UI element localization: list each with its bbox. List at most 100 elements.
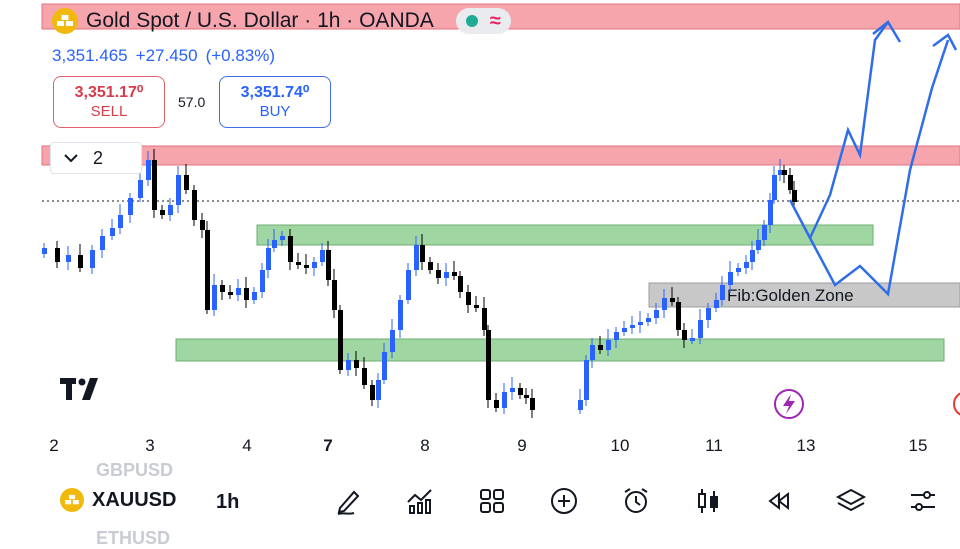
candle-body <box>436 270 441 278</box>
candle-body <box>788 175 793 190</box>
candle-body <box>55 248 60 262</box>
candle-body <box>578 400 583 410</box>
candle-body <box>630 325 635 328</box>
candle-body <box>346 360 351 370</box>
candle-body <box>706 308 711 320</box>
candle-body <box>280 236 285 240</box>
candle-body <box>192 190 197 220</box>
candle-body <box>184 175 189 190</box>
candle-body <box>414 245 419 270</box>
candle-body <box>220 285 225 292</box>
candle-body <box>236 288 241 295</box>
candle-body <box>736 268 741 272</box>
gold-bars-icon <box>52 8 78 34</box>
support-zone-upper[interactable] <box>256 224 874 246</box>
candle-body <box>792 190 797 202</box>
tradingview-logo-icon <box>60 378 104 405</box>
candle-body <box>676 302 681 330</box>
date-tick: 4 <box>242 436 252 455</box>
candle-body <box>744 262 749 268</box>
layers-icon[interactable] <box>834 484 868 518</box>
candle-body <box>168 205 173 215</box>
symbol-title[interactable]: Gold Spot / U.S. Dollar · 1h · OANDA <box>86 9 434 32</box>
grid-icon[interactable] <box>475 484 509 518</box>
candle-body <box>782 170 787 175</box>
interval-selector[interactable]: 1h <box>216 491 240 513</box>
candle-body <box>486 330 491 400</box>
price-chart[interactable]: Fib:Golden Zone <box>0 0 960 470</box>
candle-body <box>228 292 233 295</box>
candlestick-series <box>42 149 797 418</box>
price-summary: 3,351.465 +27.450 (+0.83%) <box>52 46 275 66</box>
buy-price: 3,351.74⁰ <box>240 84 310 101</box>
bottom-toolbar: GBPUSD ETHUSD XAUUSD 1h <box>0 460 960 548</box>
candle-body <box>266 248 271 270</box>
candle-body <box>662 298 667 310</box>
candle-body <box>638 322 643 325</box>
candle-body <box>244 288 249 300</box>
candle-body <box>762 225 767 240</box>
date-tick: 13 <box>796 436 816 455</box>
candle-body <box>390 330 395 352</box>
arrow-head-2 <box>932 33 958 51</box>
candle-body <box>690 338 695 341</box>
edge-alert-icon[interactable] <box>952 390 960 423</box>
alarm-clock-icon[interactable] <box>619 484 653 518</box>
candle-body <box>768 200 773 225</box>
indicator-count: 2 <box>93 147 104 168</box>
indicator-chart-icon[interactable] <box>403 484 437 518</box>
candle-body <box>614 332 619 340</box>
date-tick: 8 <box>420 436 430 455</box>
candle-body <box>444 272 449 278</box>
candle-body <box>698 320 703 338</box>
spread-value: 57.0 <box>178 94 206 110</box>
candle-body <box>205 230 210 310</box>
candle-body <box>326 250 331 280</box>
projection-path-long <box>808 21 890 239</box>
projection-path-short <box>788 39 950 297</box>
candle-body <box>428 262 433 270</box>
candle-body <box>212 285 217 310</box>
candle-body <box>502 392 507 408</box>
symbol-ghost-below: ETHUSD <box>96 528 171 548</box>
candle-body <box>474 305 479 308</box>
buy-button[interactable]: 3,351.74⁰ BUY <box>219 76 331 128</box>
candle-body <box>312 262 317 268</box>
candle-body <box>354 360 359 368</box>
settings-sliders-icon[interactable] <box>906 484 940 518</box>
symbol-selector[interactable]: XAUUSD <box>60 488 176 512</box>
candle-body <box>398 300 403 330</box>
candle-body <box>482 308 487 330</box>
fib-golden-zone[interactable] <box>648 282 960 308</box>
pencil-icon[interactable] <box>332 484 366 518</box>
date-tick: 11 <box>705 436 723 455</box>
date-tick: 3 <box>145 436 155 455</box>
indicators-toggle[interactable]: 2 <box>50 142 142 174</box>
candles-icon[interactable] <box>691 484 725 518</box>
candle-body <box>100 236 105 250</box>
candle-body <box>296 262 301 265</box>
support-zone-lower[interactable] <box>175 338 945 362</box>
date-tick: 2 <box>49 436 59 455</box>
candle-body <box>160 210 165 215</box>
candle-body <box>200 220 205 230</box>
candle-body <box>622 328 627 332</box>
candle-body <box>510 388 515 392</box>
market-status-pill[interactable]: ≈ <box>455 8 511 34</box>
candle-body <box>518 388 523 395</box>
chevron-down-icon <box>64 154 78 163</box>
candle-body <box>420 245 425 262</box>
lightning-alert-icon[interactable] <box>773 388 805 425</box>
candle-body <box>584 360 589 400</box>
plus-circle-icon[interactable] <box>547 484 581 518</box>
rewind-icon[interactable] <box>762 484 796 518</box>
candle-body <box>176 175 181 205</box>
sell-label: SELL <box>90 103 128 120</box>
candle-body <box>778 170 783 175</box>
date-tick: 10 <box>610 436 630 455</box>
candle-body <box>458 276 463 292</box>
sell-button[interactable]: 3,351.17⁰ SELL <box>53 76 165 128</box>
candle-body <box>146 160 151 180</box>
resistance-zone[interactable] <box>41 145 960 166</box>
candle-body <box>772 175 777 200</box>
